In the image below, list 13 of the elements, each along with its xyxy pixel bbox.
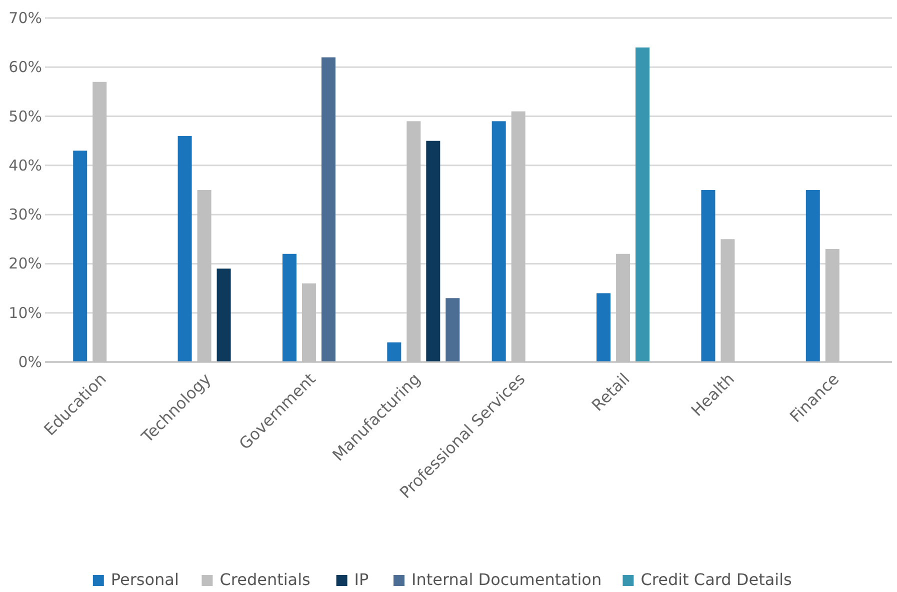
- legend-label: Personal: [110, 570, 179, 589]
- y-tick-label: 50%: [8, 107, 42, 126]
- y-tick-label: 10%: [8, 304, 42, 322]
- legend-label: Credit Card Details: [640, 570, 792, 589]
- y-tick-label: 20%: [8, 254, 42, 273]
- y-tick-label: 40%: [8, 156, 42, 174]
- y-tick-label: 0%: [18, 353, 42, 371]
- legend-label: IP: [354, 570, 370, 589]
- legend-label: Credentials: [220, 570, 310, 589]
- y-tick-label: 70%: [8, 9, 42, 27]
- y-tick-label: 60%: [8, 58, 42, 76]
- y-tick-label: 30%: [8, 206, 42, 224]
- legend-label: Internal Documentation: [412, 570, 602, 589]
